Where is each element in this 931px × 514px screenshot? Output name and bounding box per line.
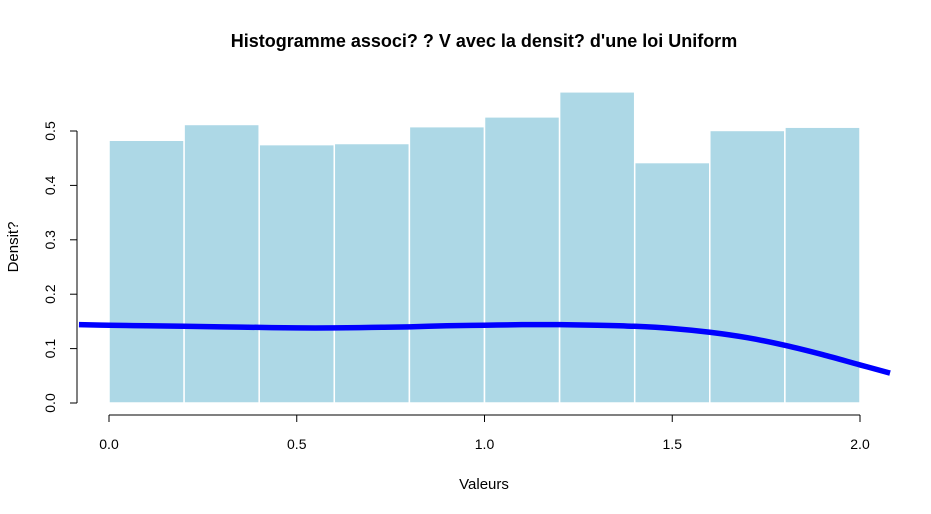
x-tick-label: 2.0	[850, 436, 870, 452]
histogram-bar	[108, 139, 185, 404]
density-curve-layer	[78, 321, 891, 376]
x-tick-label: 1.5	[663, 436, 683, 452]
x-tick-label: 1.0	[475, 436, 495, 452]
chart-title: Histogramme associ? ? V avec la densit? …	[231, 31, 737, 51]
histogram-bar	[333, 142, 411, 404]
histogram-bar	[408, 125, 486, 404]
x-tick-label: 0.5	[287, 436, 307, 452]
y-tick-label: 0.4	[42, 175, 58, 195]
histogram-bar	[183, 123, 260, 404]
x-axis: 0.0 0.5 1.0 1.5 2.0	[99, 414, 870, 452]
histogram-bar	[483, 116, 561, 404]
histogram-bar	[258, 143, 336, 404]
y-tick-label: 0.5	[42, 121, 58, 141]
histogram-bar	[709, 129, 786, 404]
y-axis-label: Densit?	[5, 222, 22, 273]
y-tick-label: 0.2	[42, 284, 58, 304]
histogram-bar	[558, 91, 636, 404]
x-axis-label: Valeurs	[459, 476, 509, 493]
y-tick-label: 0.1	[42, 339, 58, 359]
y-tick-label: 0.3	[42, 230, 58, 250]
histogram-bar	[633, 161, 711, 404]
y-axis: 0.0 0.1 0.2 0.3 0.4 0.5	[42, 121, 78, 413]
x-tick-label: 0.0	[99, 436, 119, 452]
y-tick-label: 0.0	[42, 393, 58, 413]
density-curve	[78, 321, 891, 376]
histogram-bars	[108, 91, 861, 404]
